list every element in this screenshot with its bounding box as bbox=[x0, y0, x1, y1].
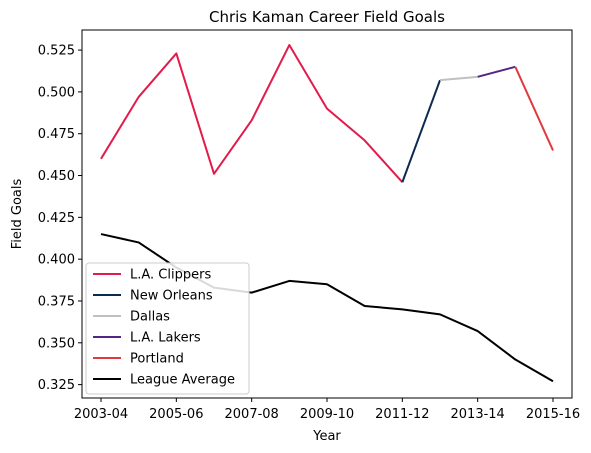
plot-frame bbox=[81, 29, 573, 399]
y-tick-label: 0.450 bbox=[38, 169, 75, 184]
series-line-new-orleans bbox=[401, 79, 441, 183]
x-axis-label: Year bbox=[312, 429, 341, 444]
y-tick-label: 0.400 bbox=[38, 253, 75, 268]
series-line-l-a-clippers bbox=[100, 44, 404, 183]
y-tick-label: 0.425 bbox=[38, 211, 75, 226]
legend-label-portland: Portland bbox=[130, 352, 184, 367]
legend-label-dallas: Dallas bbox=[130, 310, 170, 325]
series-line-portland bbox=[514, 66, 554, 151]
y-tick-label: 0.475 bbox=[38, 127, 75, 142]
legend-label-league-average: League Average bbox=[130, 373, 235, 388]
y-axis: 0.325 0.350 0.375 0.400 0.425 0.450 0.475 0.500… bbox=[38, 44, 82, 393]
series-line-dallas bbox=[439, 75, 478, 82]
legend-label-l-a-lakers: L.A. Lakers bbox=[130, 331, 201, 346]
x-tick-label: 2009-10 bbox=[300, 407, 354, 422]
y-axis-label: Field Goals bbox=[10, 179, 25, 250]
series-line-l-a-lakers bbox=[477, 65, 516, 78]
legend: L.A. Clippers New Orleans Dallas L.A. Laker… bbox=[85, 262, 250, 395]
y-tick-label: 0.375 bbox=[38, 294, 75, 309]
y-tick-label: 0.350 bbox=[38, 336, 75, 351]
x-tick-label: 2005-06 bbox=[149, 407, 203, 422]
legend-label-l-a-clippers: L.A. Clippers bbox=[130, 268, 211, 283]
legend-box bbox=[85, 262, 250, 395]
y-tick-label: 0.525 bbox=[38, 44, 75, 59]
x-tick-label: 2015-16 bbox=[526, 407, 580, 422]
x-tick-label: 2007-08 bbox=[225, 407, 279, 422]
legend-label-new-orleans: New Orleans bbox=[130, 289, 213, 304]
x-axis: 2003-04 2005-06 2007-08 2009-10 2011-12 2013-… bbox=[74, 398, 580, 422]
chart-title: Chris Kaman Career Field Goals bbox=[209, 8, 445, 26]
y-tick-label: 0.500 bbox=[38, 85, 75, 100]
x-tick-label: 2013-14 bbox=[451, 407, 505, 422]
x-tick-label: 2003-04 bbox=[74, 407, 128, 422]
y-tick-label: 0.325 bbox=[38, 378, 75, 393]
x-tick-label: 2011-12 bbox=[375, 407, 429, 422]
